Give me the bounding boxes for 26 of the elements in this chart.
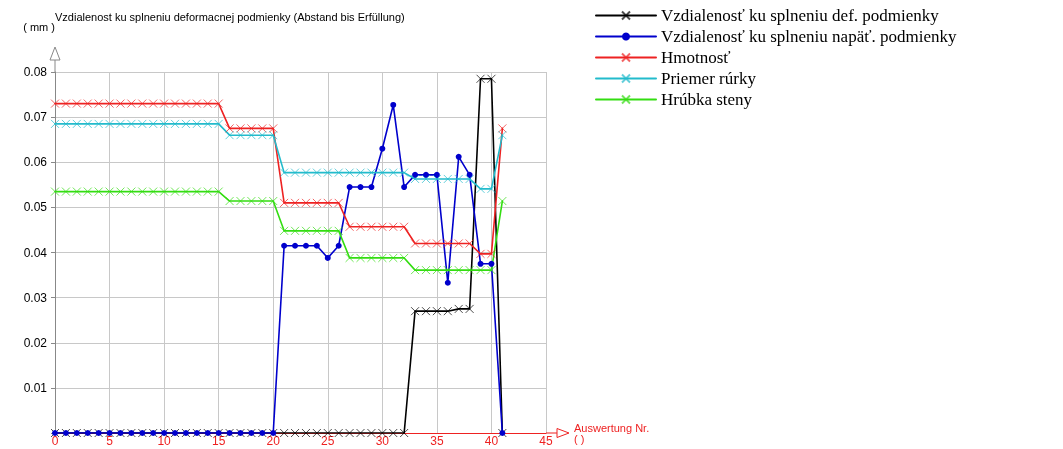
x-tick-label: 30 bbox=[375, 434, 390, 448]
y-tick-label: 0.03 bbox=[23, 290, 48, 305]
x-tick-label: 10 bbox=[157, 434, 172, 448]
x-tick-label: 35 bbox=[430, 434, 444, 448]
legend-label: Hmotnosť bbox=[661, 48, 731, 67]
y-axis-title: ( mm ) bbox=[23, 20, 55, 33]
y-tick-label: 0.06 bbox=[23, 155, 48, 170]
y-tick-label: 0.08 bbox=[23, 65, 48, 79]
x-tick-label: 0 bbox=[51, 434, 59, 448]
legend-label: Vzdialenosť ku splneniu def. podmienky bbox=[661, 6, 940, 25]
x-tick-label: 45 bbox=[539, 434, 553, 448]
y-tick-label: 0.02 bbox=[23, 335, 48, 350]
legend-label: Hrúbka steny bbox=[661, 90, 753, 109]
y-tick-label: 0.04 bbox=[23, 245, 48, 260]
chart-title: Vzdialenost ku splneniu deformacnej podmienky (Abstand bis Erfüllung) bbox=[55, 10, 405, 23]
legend-label: Vzdialenosť ku splneniu napäť. podmienky bbox=[661, 27, 957, 46]
y-tick-label: 0.07 bbox=[23, 110, 48, 125]
x-axis-title: Auswertung Nr. ( ) bbox=[574, 421, 650, 445]
x-tick-label: 15 bbox=[211, 434, 226, 448]
y-tick-label: 0.01 bbox=[23, 380, 48, 395]
x-tick-label: 25 bbox=[321, 434, 335, 448]
y-tick-label: 0.05 bbox=[23, 200, 48, 215]
x-tick-label: 20 bbox=[266, 434, 281, 448]
x-tick-label: 5 bbox=[106, 434, 114, 448]
x-tick-label: 40 bbox=[484, 434, 499, 448]
legend-label: Priemer rúrky bbox=[661, 69, 757, 88]
